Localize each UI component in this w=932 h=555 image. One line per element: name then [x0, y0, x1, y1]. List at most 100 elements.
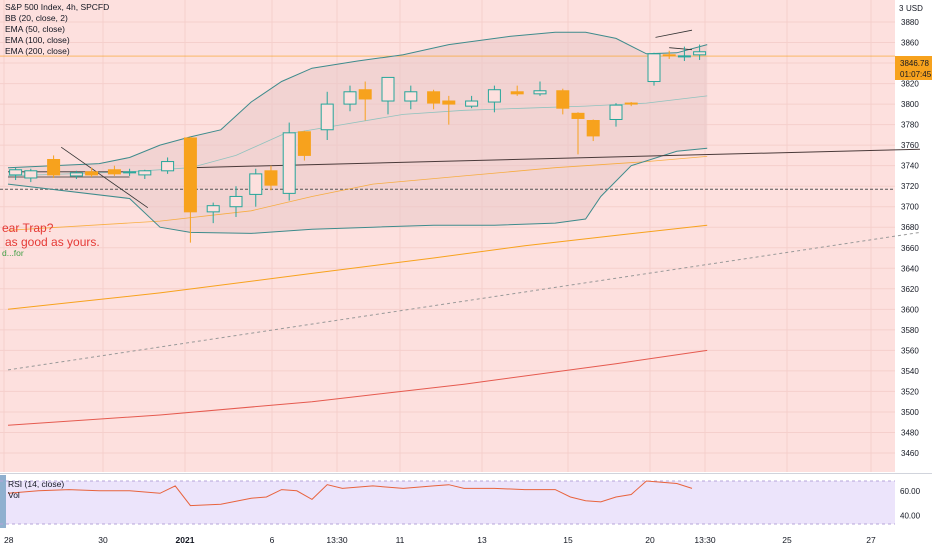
price-tick-label: 3600 [901, 305, 919, 314]
candle-body [297, 131, 311, 156]
candle-body [487, 89, 501, 103]
ema-200-line [7, 349, 708, 426]
time-tick-label: 15 [563, 535, 573, 545]
time-tick-label: 2021 [176, 535, 195, 545]
currency-menu-icon[interactable]: 3 [899, 4, 904, 13]
candle-body [320, 103, 334, 131]
candle-body [47, 159, 61, 176]
candle-body [586, 120, 600, 137]
price-tick-label: 3460 [901, 449, 919, 458]
candle-body [647, 53, 661, 83]
price-tick-label: 3640 [901, 264, 919, 273]
price-tick-label: 3820 [901, 80, 919, 89]
time-tick-label: 13 [477, 535, 487, 545]
candle-body [662, 54, 676, 57]
bb-basis-line [7, 95, 708, 177]
candle-body [571, 112, 585, 119]
drawing-line [655, 29, 693, 38]
candle-body [282, 132, 296, 194]
candle-body [358, 89, 372, 100]
indicator-bb[interactable]: BB (20, close, 2) [5, 13, 68, 23]
candle-body [249, 173, 263, 195]
time-tick-label: 13:30 [326, 535, 348, 545]
rsi-scroll-handle[interactable] [0, 475, 6, 528]
annotation-line-2: as good as yours. [5, 235, 100, 249]
price-tick-label: 3480 [901, 428, 919, 437]
candle-body [533, 90, 547, 95]
candle-body [85, 171, 99, 176]
price-tick-label: 3800 [901, 100, 919, 109]
ema-100-line [7, 224, 708, 310]
price-tick-label: 3560 [901, 346, 919, 355]
trend-dashed-line [7, 231, 921, 371]
bb-lower-line [7, 147, 708, 234]
candle-body [381, 76, 395, 102]
candle-body [465, 100, 479, 107]
candle-body [677, 55, 691, 58]
time-tick-label: 30 [98, 535, 108, 545]
price-tick-label: 3660 [901, 244, 919, 253]
indicator-ema-50[interactable]: EMA (50, close) [5, 24, 65, 34]
candles [9, 44, 707, 243]
candle-body [206, 205, 220, 213]
candle-body [24, 170, 38, 179]
price-tick-label: 3680 [901, 223, 919, 232]
candle-body [556, 90, 570, 109]
candle-body [69, 172, 83, 177]
rsi-band [0, 481, 895, 524]
candle-body [510, 91, 524, 95]
candle-body [183, 137, 197, 213]
indicator-lines [0, 29, 921, 426]
rsi-label[interactable]: RSI (14, close) [8, 479, 65, 489]
candle-body [442, 100, 456, 105]
candle-body [9, 169, 23, 176]
rsi-tick-label: 60.00 [900, 487, 921, 496]
price-tick-label: 3500 [901, 408, 919, 417]
candle-body [624, 102, 638, 105]
candle-body [123, 171, 137, 174]
time-tick-label: 11 [396, 535, 405, 545]
indicator-ema-200[interactable]: EMA (200, close) [5, 46, 70, 56]
price-tick-label: 3520 [901, 387, 919, 396]
price-tick-label: 3620 [901, 285, 919, 294]
time-axis[interactable]: 28 30 2021 6 13:30 11 13 15 20 13:30 25 27 [4, 535, 876, 545]
price-tick-label: 3720 [901, 182, 919, 191]
rsi-line [7, 480, 693, 507]
bb-upper-line [7, 31, 708, 169]
annotation-line-1: ear Trap? [2, 221, 54, 235]
last-price-label: 3846.78 01:07:45 [895, 56, 932, 80]
drawing-line [669, 47, 693, 51]
time-tick-label: 28 [4, 535, 14, 545]
annotation[interactable]: ear Trap? as good as yours. d...for [2, 221, 100, 258]
drawing-line [60, 146, 149, 209]
candle-body [404, 91, 418, 102]
indicator-ema-100[interactable]: EMA (100, close) [5, 35, 70, 45]
time-tick-label: 13:30 [694, 535, 716, 545]
candle-body [609, 104, 623, 120]
time-tick-label: 20 [645, 535, 655, 545]
currency-label[interactable]: USD [906, 4, 923, 13]
price-tick-label: 3740 [901, 162, 919, 171]
candle-body [427, 91, 441, 104]
price-tick-label: 3880 [901, 18, 919, 27]
price-tick-label: 3780 [901, 121, 919, 130]
rsi-tick-label: 40.00 [900, 511, 921, 520]
price-tick-label: 3580 [901, 326, 919, 335]
bar-countdown: 01:07:45 [900, 70, 932, 79]
time-tick-label: 27 [866, 535, 876, 545]
support-trend-line [190, 148, 921, 169]
vol-label[interactable]: Vol [8, 490, 20, 500]
time-tick-label: 6 [270, 535, 275, 545]
time-tick-label: 25 [782, 535, 792, 545]
candle-body [107, 169, 121, 175]
price-tick-label: 3760 [901, 141, 919, 150]
annotation-line-3: d...for [2, 248, 24, 258]
candle-body [343, 91, 357, 105]
bb-fill [8, 32, 708, 234]
candle-body [229, 195, 243, 208]
price-tick-label: 3700 [901, 203, 919, 212]
symbol-title[interactable]: S&P 500 Index, 4h, SPCFD [5, 2, 110, 12]
candle-body [138, 170, 152, 176]
